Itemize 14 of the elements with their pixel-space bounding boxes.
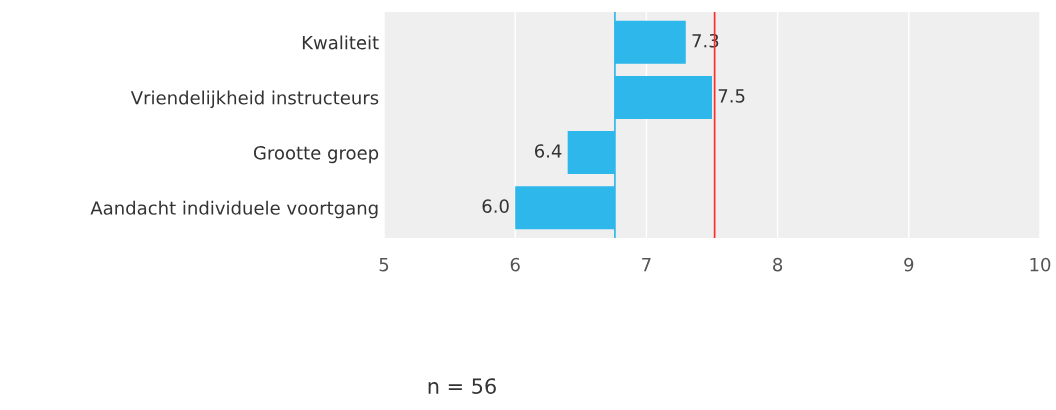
data-label: 7.5	[718, 89, 745, 103]
data-label: 6.4	[534, 144, 562, 158]
y-tick-label: Vriendelijkheid instructeurs	[130, 90, 379, 109]
y-tick-label: Aandacht individuele voortgang	[90, 200, 378, 219]
x-tick-label: 7	[642, 258, 651, 272]
data-label: 6.0	[482, 199, 509, 213]
x-tick-label: 9	[904, 257, 914, 272]
x-tick-label: 10	[1030, 257, 1051, 272]
y-tick-label: Kwaliteit	[302, 35, 379, 50]
x-tick-label: 8	[773, 257, 783, 272]
y-tick-label: Grootte groep	[253, 146, 379, 164]
x-tick-label: 6	[510, 257, 520, 272]
x-tick-label: 5	[379, 258, 389, 272]
text: n = 56	[428, 378, 496, 394]
